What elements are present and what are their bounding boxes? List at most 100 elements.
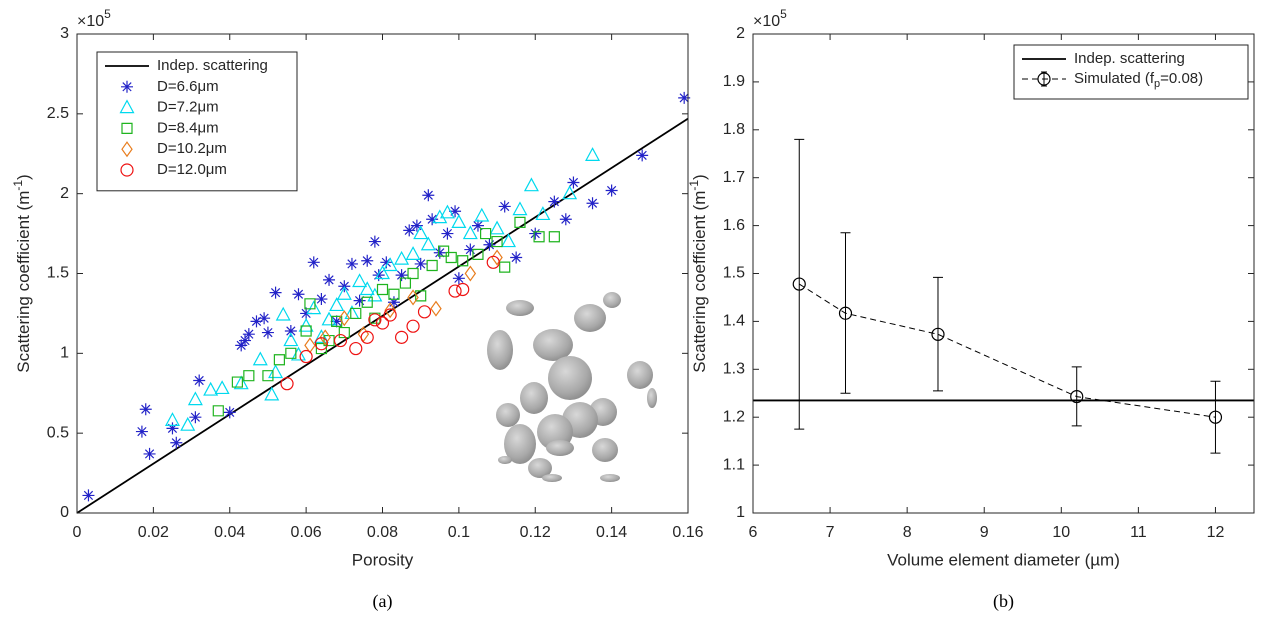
scatter-point — [464, 243, 477, 256]
x-tick-label: 0.06 — [291, 524, 322, 541]
scatter-point — [180, 416, 196, 431]
scatter-point — [474, 207, 490, 222]
scatter-point — [452, 272, 465, 285]
x-tick-label: 6 — [749, 524, 758, 541]
scatter-point — [559, 213, 572, 226]
scatter-point — [300, 307, 313, 320]
scatter-point — [235, 339, 248, 352]
y-tick-label: 3 — [60, 25, 69, 42]
scatter-point — [548, 231, 560, 243]
inset-render — [487, 292, 657, 482]
legend: Indep. scattering Simulated (fp=0.08) — [1013, 44, 1249, 100]
y-axis-label: Scattering coefficient (m-1) — [11, 174, 33, 372]
scatter-point — [331, 315, 343, 327]
scatter-point — [471, 219, 484, 232]
y-axis-label-text: Scattering coefficient (m — [690, 191, 709, 373]
scatter-point — [413, 225, 429, 240]
scatter-point — [605, 184, 618, 197]
scatter-point — [512, 201, 528, 216]
scatter-point — [319, 329, 331, 346]
y-exponent: ×105 — [753, 7, 787, 30]
scatter-point — [193, 374, 206, 387]
scatter-point — [315, 293, 328, 306]
scatter-point — [361, 296, 373, 308]
legend-marker — [121, 122, 133, 134]
scatter-point — [262, 370, 274, 382]
scatter-point — [292, 288, 305, 301]
scatter-point — [456, 282, 470, 297]
scatter-point — [498, 200, 511, 213]
scatter-point — [368, 313, 382, 327]
scatter-point — [139, 403, 152, 416]
y-axis-label-text: Scattering coefficient (m — [14, 191, 33, 373]
y-tick-label: 1 — [60, 345, 69, 362]
legend-text: D=7.2μm — [157, 99, 219, 116]
scatter-point — [585, 147, 601, 161]
x-tick-label: 0.02 — [138, 524, 169, 541]
scatter-point — [330, 315, 343, 328]
scatter-point — [486, 255, 500, 269]
scatter-point — [388, 288, 400, 300]
y-exponent-power: 5 — [104, 7, 111, 21]
error-bar — [1071, 366, 1082, 427]
y-tick-label: 1.9 — [723, 73, 745, 90]
legend-marker — [1037, 72, 1051, 86]
scatter-point — [360, 330, 374, 344]
error-bar — [932, 276, 943, 392]
y-tick-label: 1.3 — [723, 361, 745, 378]
x-tick-label: 9 — [980, 524, 989, 541]
scatter-point — [562, 185, 578, 200]
scatter-point — [239, 334, 252, 347]
x-axis-label: Volume element diameter (µm) — [887, 550, 1120, 569]
scatter-point — [345, 257, 358, 270]
sphere — [647, 388, 657, 408]
scatter-point — [333, 333, 348, 348]
data-point — [792, 277, 806, 291]
sphere — [592, 438, 618, 462]
scatter-point — [567, 176, 580, 189]
legend-subscript: p — [1154, 78, 1160, 90]
scatter-point — [203, 381, 219, 396]
scatter-point — [304, 298, 316, 310]
legend-text: =0.08) — [1160, 70, 1203, 87]
scatter-point — [407, 289, 419, 306]
x-axis-label: Porosity — [352, 550, 414, 569]
scatter-point — [261, 326, 274, 339]
scatter-point — [448, 284, 462, 298]
scatter-point — [242, 328, 255, 341]
scatter-point — [426, 213, 439, 226]
scatter-point — [329, 297, 345, 312]
caption: (a) — [373, 591, 393, 612]
legend-box — [1013, 44, 1249, 100]
sphere — [574, 304, 606, 332]
scatter-point — [462, 225, 478, 240]
scatter-point — [223, 406, 236, 419]
scatter-point — [399, 277, 412, 289]
scatter-point — [315, 342, 327, 355]
scatter-point — [374, 265, 391, 280]
data-point — [838, 306, 853, 320]
y-exponent-power: 5 — [780, 7, 787, 21]
scatter-point — [405, 246, 421, 260]
scatter-point — [439, 204, 455, 219]
scatter-point — [414, 257, 427, 270]
scatter-point — [394, 330, 409, 344]
x-tick-label: 0.16 — [672, 524, 703, 541]
x-tick-label: 0.04 — [214, 524, 245, 541]
scatter-point — [231, 376, 243, 388]
x-tick-label: 0 — [73, 524, 82, 541]
caption: (b) — [993, 591, 1014, 612]
scatter-point — [214, 380, 230, 395]
y-exponent-base: ×10 — [77, 13, 104, 30]
scatter-point — [269, 286, 282, 299]
y-axis-label: Scattering coefficient (m-1) — [687, 174, 709, 372]
scatter-point — [548, 195, 561, 208]
sphere — [504, 424, 536, 464]
scatter-point — [372, 269, 385, 282]
scatter-point — [285, 347, 297, 359]
scatter-point — [380, 256, 393, 269]
legend-text: D=6.6μm — [157, 78, 219, 95]
scatter-point — [376, 283, 389, 296]
scatter-point — [432, 209, 448, 224]
legend-marker — [121, 80, 133, 93]
